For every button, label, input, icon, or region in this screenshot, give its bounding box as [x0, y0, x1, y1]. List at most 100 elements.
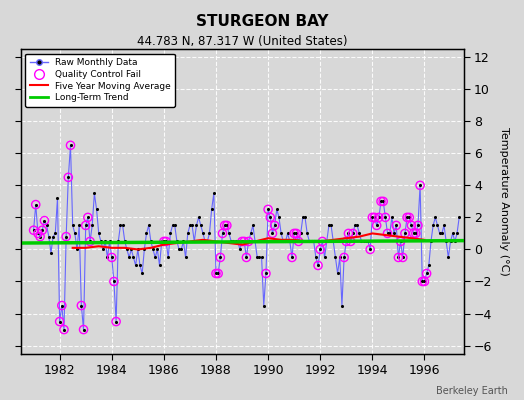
Point	[203, 238, 212, 245]
Point	[143, 230, 151, 237]
Point	[125, 254, 133, 261]
Point	[290, 230, 298, 237]
Point	[212, 270, 220, 277]
Point	[259, 302, 268, 309]
Point	[118, 222, 127, 229]
Point	[240, 238, 248, 245]
Point	[362, 238, 370, 245]
Point	[147, 238, 155, 245]
Point	[234, 238, 242, 245]
Point	[71, 230, 79, 237]
Point	[79, 326, 88, 333]
Point	[346, 238, 355, 245]
Point	[407, 222, 416, 229]
Point	[392, 222, 400, 229]
Point	[127, 246, 136, 253]
Point	[112, 318, 121, 325]
Point	[377, 198, 385, 204]
Point	[331, 254, 340, 261]
Point	[225, 230, 233, 237]
Point	[403, 214, 411, 220]
Point	[236, 246, 244, 253]
Point	[272, 206, 281, 212]
Point	[312, 254, 320, 261]
Point	[405, 214, 413, 220]
Point	[303, 230, 311, 237]
Point	[36, 234, 45, 240]
Point	[86, 238, 94, 245]
Point	[342, 238, 351, 245]
Point	[60, 326, 68, 333]
Point	[175, 246, 183, 253]
Point	[375, 214, 383, 220]
Point	[105, 238, 114, 245]
Point	[373, 222, 381, 229]
Point	[264, 206, 272, 212]
Point	[316, 246, 324, 253]
Point	[394, 254, 402, 261]
Point	[294, 238, 303, 245]
Point	[101, 238, 110, 245]
Point	[394, 254, 402, 261]
Point	[94, 230, 103, 237]
Point	[160, 238, 168, 245]
Point	[390, 230, 398, 237]
Point	[314, 262, 322, 269]
Point	[396, 238, 405, 245]
Point	[110, 278, 118, 285]
Point	[340, 254, 348, 261]
Point	[442, 238, 450, 245]
Point	[308, 238, 316, 245]
Point	[409, 230, 418, 237]
Point	[168, 222, 177, 229]
Point	[338, 302, 346, 309]
Point	[138, 270, 146, 277]
Point	[219, 230, 227, 237]
Point	[297, 230, 305, 237]
Point	[67, 142, 75, 148]
Text: STURGEON BAY: STURGEON BAY	[196, 14, 328, 29]
Point	[333, 270, 342, 277]
Point	[64, 174, 72, 180]
Point	[112, 318, 121, 325]
Point	[366, 246, 374, 253]
Point	[62, 234, 70, 240]
Point	[58, 302, 66, 309]
Legend: Raw Monthly Data, Quality Control Fail, Five Year Moving Average, Long-Term Tren: Raw Monthly Data, Quality Control Fail, …	[25, 54, 175, 107]
Point	[407, 222, 416, 229]
Point	[379, 198, 387, 204]
Point	[401, 230, 409, 237]
Point	[221, 222, 229, 229]
Point	[162, 238, 170, 245]
Point	[77, 302, 85, 309]
Point	[242, 254, 250, 261]
Point	[414, 222, 422, 229]
Point	[355, 230, 364, 237]
Point	[348, 230, 357, 237]
Point	[231, 238, 239, 245]
Point	[270, 222, 279, 229]
Title: 44.783 N, 87.317 W (United States): 44.783 N, 87.317 W (United States)	[137, 35, 347, 48]
Point	[318, 238, 326, 245]
Text: Berkeley Earth: Berkeley Earth	[436, 386, 508, 396]
Point	[73, 246, 81, 253]
Point	[99, 246, 107, 253]
Point	[140, 246, 148, 253]
Point	[31, 201, 40, 208]
Point	[67, 142, 75, 148]
Point	[262, 270, 270, 277]
Point	[392, 222, 400, 229]
Point	[34, 230, 42, 237]
Point	[444, 254, 453, 261]
Point	[399, 254, 407, 261]
Point	[301, 214, 309, 220]
Point	[166, 230, 174, 237]
Point	[199, 230, 207, 237]
Point	[40, 218, 49, 224]
Point	[422, 270, 431, 277]
Point	[396, 238, 405, 245]
Point	[244, 238, 253, 245]
Point	[323, 238, 331, 245]
Point	[145, 222, 153, 229]
Point	[364, 238, 372, 245]
